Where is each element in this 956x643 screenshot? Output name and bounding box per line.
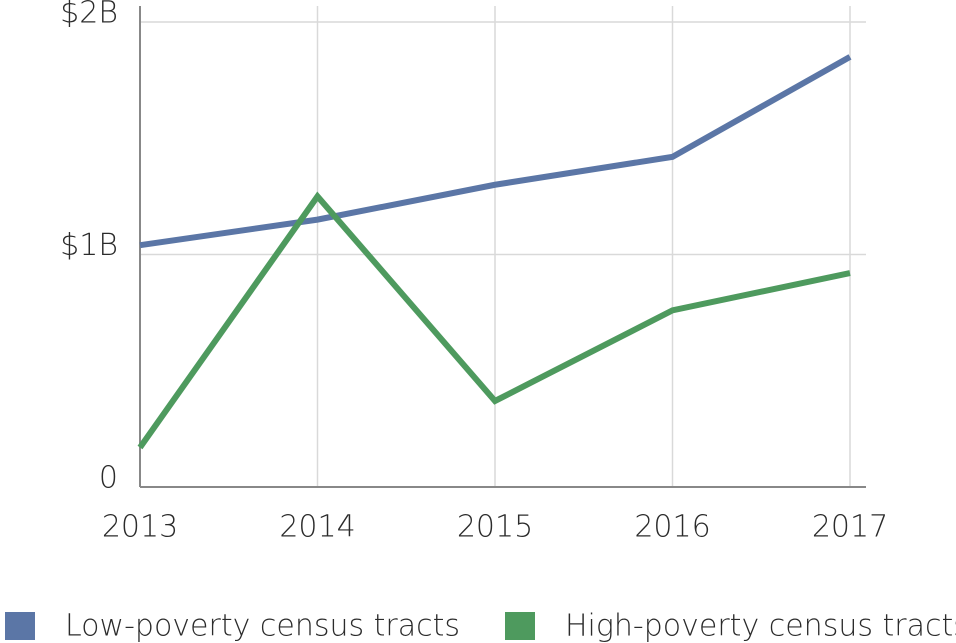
legend-label: Low-poverty census tracts	[65, 609, 460, 643]
x-tick-label: 2014	[279, 510, 355, 545]
y-tick-label: 0	[99, 461, 118, 496]
y-tick-label: $1B	[60, 228, 118, 263]
x-tick-label: 2016	[634, 510, 710, 545]
series-line	[137, 191, 851, 450]
y-tick-label: $2B	[60, 0, 118, 31]
x-tick-label: 2013	[102, 510, 178, 545]
series-line	[139, 54, 852, 249]
x-tick-label: 2017	[812, 510, 888, 545]
x-tick-label: 2015	[457, 510, 533, 545]
legend-swatch	[5, 612, 35, 640]
legend-label: High-poverty census tracts	[565, 609, 956, 643]
legend-swatch	[505, 612, 535, 640]
